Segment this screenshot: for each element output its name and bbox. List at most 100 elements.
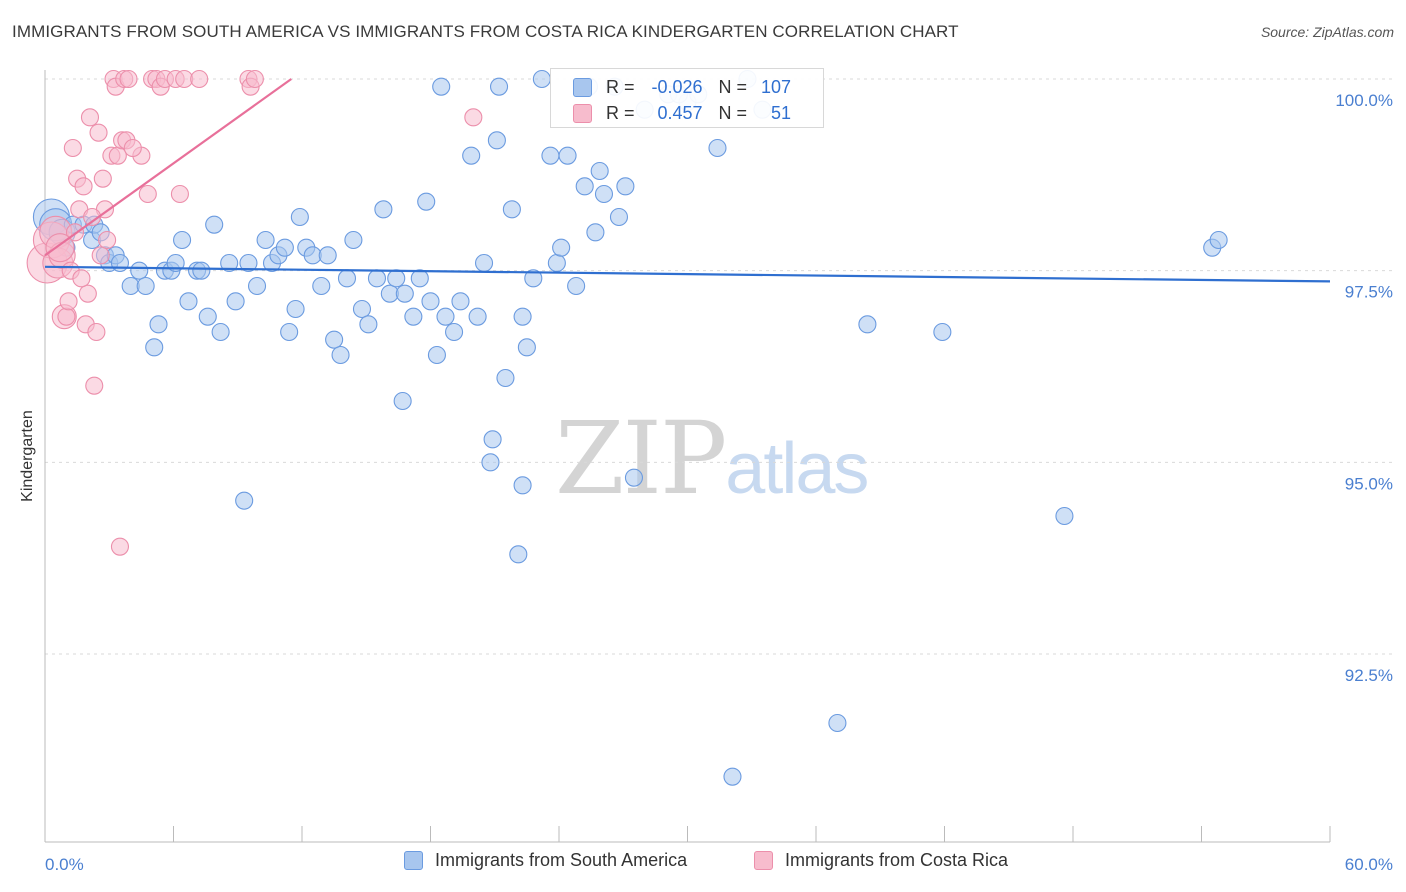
tick-labels: 100.0% 97.5% 95.0% 92.5% 0.0% 60.0% <box>45 91 1393 874</box>
point-south-america-85 <box>616 177 635 196</box>
point-south-america-78 <box>567 276 586 296</box>
point-south-america-100 <box>1209 230 1228 250</box>
point-south-america-96 <box>858 315 877 334</box>
legend-item-south-america[interactable]: Immigrants from South America <box>404 850 687 871</box>
point-south-america-103 <box>513 476 532 495</box>
point-south-america-74 <box>541 146 560 165</box>
point-south-america-54 <box>395 284 414 303</box>
series-south-america <box>32 69 1228 786</box>
point-south-america-95 <box>828 713 847 733</box>
point-south-america-50 <box>367 269 387 288</box>
point-costa-rica-33 <box>138 184 157 204</box>
point-south-america-33 <box>256 230 275 250</box>
point-south-america-27 <box>211 322 230 342</box>
point-south-america-28 <box>220 253 239 273</box>
point-costa-rica-18 <box>89 123 108 142</box>
x-tick-label-min: 0.0% <box>45 855 84 874</box>
point-south-america-98 <box>1055 506 1074 526</box>
y-tick-label: 95.0% <box>1345 474 1393 493</box>
legend-item-costa-rica[interactable]: Immigrants from Costa Rica <box>754 850 1008 871</box>
point-south-america-38 <box>286 299 305 319</box>
point-south-america-84 <box>609 207 629 227</box>
point-south-america-92 <box>723 767 742 786</box>
point-costa-rica-7 <box>59 292 78 311</box>
point-costa-rica-49 <box>123 138 142 158</box>
watermark: ZIPatlas <box>555 400 869 517</box>
point-south-america-57 <box>417 192 436 211</box>
x-tick-label-max: 60.0% <box>1345 855 1393 874</box>
point-south-america-43 <box>318 246 337 265</box>
point-costa-rica-50 <box>464 108 483 127</box>
stats-r-blue: -0.026 <box>651 76 703 97</box>
point-south-america-30 <box>235 491 254 510</box>
point-costa-rica-17 <box>87 322 106 342</box>
point-south-america-61 <box>445 322 464 342</box>
point-south-america-66 <box>483 430 502 449</box>
point-south-america-17 <box>149 315 168 334</box>
point-south-america-26 <box>205 215 224 234</box>
stats-swatch-blue <box>573 77 592 97</box>
point-south-america-12 <box>110 253 130 273</box>
point-south-america-62 <box>451 292 470 311</box>
point-south-america-16 <box>145 338 164 357</box>
point-south-america-79 <box>575 177 594 196</box>
point-costa-rica-9 <box>63 138 82 158</box>
trend-line-costa-rica <box>44 78 292 257</box>
point-south-america-45 <box>331 345 350 365</box>
point-costa-rica-16 <box>85 376 104 395</box>
point-costa-rica-26 <box>108 146 127 165</box>
point-south-america-60 <box>436 307 455 326</box>
point-south-america-108 <box>432 77 451 96</box>
point-south-america-86 <box>624 468 644 487</box>
point-costa-rica-15 <box>80 108 100 127</box>
legend-swatch-pink <box>754 851 773 870</box>
point-south-america-72 <box>524 269 543 288</box>
stats-swatch-pink <box>573 103 592 123</box>
series-costa-rica <box>26 69 483 556</box>
point-south-america-46 <box>337 269 357 288</box>
point-south-america-44 <box>325 330 344 349</box>
stats-n-blue: 107 <box>760 76 792 97</box>
point-south-america-48 <box>352 299 372 319</box>
point-costa-rica-48 <box>83 207 102 227</box>
point-south-america-104 <box>393 391 412 411</box>
point-south-america-63 <box>462 146 481 165</box>
point-costa-rica-19 <box>91 246 110 265</box>
point-south-america-53 <box>387 269 406 288</box>
point-south-america-101 <box>489 77 509 96</box>
point-south-america-82 <box>594 184 614 204</box>
trend-line-south-america <box>44 265 1331 283</box>
stats-n-pink: 51 <box>771 102 792 123</box>
grid-layer <box>45 78 1392 655</box>
point-south-america-47 <box>344 230 363 250</box>
point-south-america-81 <box>590 161 609 181</box>
stats-n-label: N = <box>718 76 748 97</box>
point-south-america-80 <box>586 223 605 242</box>
point-costa-rica-22 <box>98 230 117 250</box>
watermark-atlas: atlas <box>725 429 869 509</box>
point-costa-rica-41 <box>190 69 209 89</box>
point-costa-rica-39 <box>170 184 189 204</box>
point-south-america-73 <box>532 69 551 89</box>
point-south-america-15 <box>136 276 155 296</box>
stats-legend: R = -0.026 N = 107 R = 0.457 N = 51 <box>550 68 824 128</box>
chart-title: IMMIGRANTS FROM SOUTH AMERICA VS IMMIGRA… <box>12 22 959 41</box>
point-south-america-37 <box>280 322 299 342</box>
point-costa-rica-6 <box>57 307 76 326</box>
axes-layer <box>44 70 1331 843</box>
point-costa-rica-27 <box>110 537 130 556</box>
point-south-america-51 <box>374 200 393 219</box>
point-costa-rica-31 <box>119 69 138 89</box>
source-label: Source: ZipAtlas.com <box>1260 24 1394 40</box>
point-south-america-77 <box>558 146 577 165</box>
point-costa-rica-20 <box>93 169 112 188</box>
point-south-america-29 <box>226 292 245 311</box>
stats-row-pink: R = 0.457 N = 51 <box>573 100 791 126</box>
point-south-america-25 <box>198 307 217 326</box>
point-south-america-64 <box>468 307 487 326</box>
point-south-america-67 <box>487 131 506 150</box>
bottom-legend: Immigrants from South America Immigrants… <box>0 850 1406 880</box>
point-south-america-59 <box>427 345 446 365</box>
point-south-america-36 <box>275 238 294 257</box>
